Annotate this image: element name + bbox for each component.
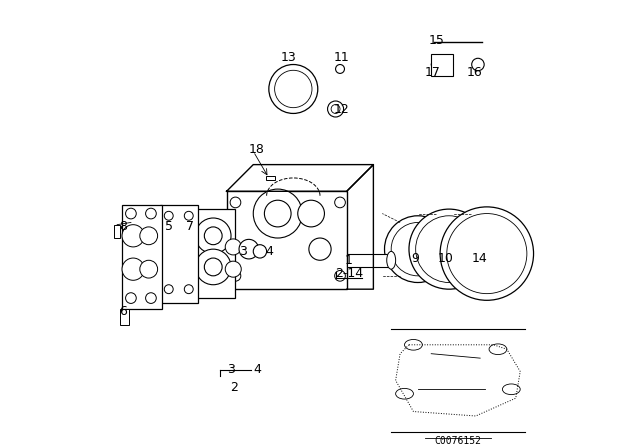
Circle shape <box>140 260 157 278</box>
Circle shape <box>204 227 222 245</box>
Ellipse shape <box>387 251 396 269</box>
Ellipse shape <box>489 344 507 354</box>
Circle shape <box>164 285 173 293</box>
Circle shape <box>145 208 156 219</box>
Circle shape <box>298 200 324 227</box>
Circle shape <box>253 189 302 238</box>
Text: 4: 4 <box>254 363 262 376</box>
Circle shape <box>391 223 445 276</box>
Circle shape <box>415 216 483 283</box>
Circle shape <box>184 211 193 220</box>
Circle shape <box>125 208 136 219</box>
Text: 10: 10 <box>438 251 453 264</box>
Text: 3: 3 <box>227 363 235 376</box>
Circle shape <box>275 70 312 108</box>
Circle shape <box>309 238 331 260</box>
Circle shape <box>225 261 241 277</box>
Circle shape <box>164 211 173 220</box>
Polygon shape <box>227 164 373 191</box>
Text: 4: 4 <box>265 245 273 258</box>
Text: 18: 18 <box>249 142 265 155</box>
Circle shape <box>264 200 291 227</box>
Bar <box>347 254 391 267</box>
Circle shape <box>184 285 193 293</box>
Circle shape <box>440 207 534 300</box>
Text: 2-14: 2-14 <box>335 267 363 280</box>
Bar <box>431 54 454 76</box>
Polygon shape <box>347 164 373 289</box>
Text: 8: 8 <box>119 220 127 233</box>
Circle shape <box>335 197 346 208</box>
Circle shape <box>328 101 344 117</box>
Bar <box>115 225 120 238</box>
Bar <box>120 309 129 325</box>
Circle shape <box>195 218 231 254</box>
Text: 7: 7 <box>186 220 194 233</box>
Circle shape <box>230 197 241 208</box>
Circle shape <box>125 293 136 303</box>
Circle shape <box>122 258 144 280</box>
Circle shape <box>269 65 318 113</box>
Text: 16: 16 <box>467 65 483 78</box>
Circle shape <box>335 271 346 281</box>
Circle shape <box>122 225 144 247</box>
Text: 9: 9 <box>412 251 420 264</box>
Bar <box>160 205 198 302</box>
Text: C0076152: C0076152 <box>435 436 481 446</box>
Ellipse shape <box>404 340 422 350</box>
Circle shape <box>239 239 259 259</box>
Ellipse shape <box>431 59 454 70</box>
Circle shape <box>145 293 156 303</box>
Text: 1: 1 <box>345 254 353 267</box>
Circle shape <box>447 214 527 293</box>
Circle shape <box>230 271 241 281</box>
Text: 17: 17 <box>424 65 440 78</box>
Text: 6: 6 <box>120 305 127 318</box>
Circle shape <box>140 227 157 245</box>
Circle shape <box>472 58 484 71</box>
Circle shape <box>195 249 231 285</box>
Bar <box>191 209 236 298</box>
Text: 5: 5 <box>164 220 173 233</box>
Text: 13: 13 <box>281 52 297 65</box>
Bar <box>266 176 275 180</box>
Text: 3: 3 <box>239 245 248 258</box>
Circle shape <box>409 209 489 289</box>
Text: 12: 12 <box>333 103 349 116</box>
Text: 15: 15 <box>429 34 445 47</box>
Bar <box>122 205 162 309</box>
Text: 11: 11 <box>333 52 349 65</box>
Ellipse shape <box>502 384 520 395</box>
Circle shape <box>385 216 451 283</box>
Circle shape <box>204 258 222 276</box>
Ellipse shape <box>396 388 413 399</box>
Circle shape <box>331 104 340 113</box>
Circle shape <box>335 65 344 73</box>
Bar <box>227 191 347 289</box>
Circle shape <box>253 245 267 258</box>
Text: 14: 14 <box>472 251 487 264</box>
Circle shape <box>225 239 241 255</box>
Text: 2: 2 <box>230 380 237 393</box>
